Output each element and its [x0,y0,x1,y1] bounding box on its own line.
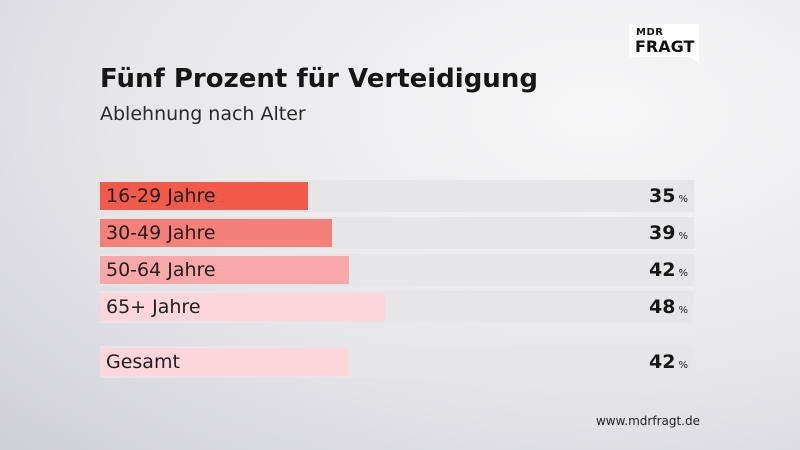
percent-sign: % [678,268,688,279]
source-url: www.mdrfragt.de [595,414,700,428]
bar-row: 16-29 Jahre 35% [100,180,694,212]
percent-sign: % [678,194,688,205]
value-number: 48 [649,296,676,318]
logo-line-1: MDR [636,27,664,38]
bar [100,348,350,376]
value-label: 42% [649,254,688,290]
bar-row: 30-49 Jahre 39% [100,217,694,249]
bar-chart: 16-29 Jahre 35% 30-49 Jahre 39% 50-64 Jahre 4… [100,180,694,380]
value-label: 42% [649,346,688,382]
category-label: 50-64 Jahre [106,259,216,281]
value-label: 39% [649,217,688,253]
value-number: 39 [649,222,676,244]
mdr-fragt-logo: MDR FRAGT [629,24,699,64]
bar-row: 50-64 Jahre 42% [100,254,694,286]
bar-row: Gesamt 42% [100,346,694,378]
bar [100,219,332,247]
category-label: 65+ Jahre [106,296,201,318]
category-label: 16-29 Jahre [106,185,216,207]
percent-sign: % [678,231,688,242]
logo-line-2: FRAGT [635,37,695,56]
category-label: Gesamt [106,351,180,373]
percent-sign: % [678,360,688,371]
bar [100,293,386,321]
bar [100,182,308,210]
bar-row: 65+ Jahre 48% [100,291,694,323]
bar [100,256,350,284]
value-label: 48% [649,291,688,327]
value-number: 35 [649,185,676,207]
value-label: 35% [649,180,688,216]
category-label: 30-49 Jahre [106,222,216,244]
chart-title: Fünf Prozent für Verteidigung [100,64,538,94]
chart-subtitle: Ablehnung nach Alter [100,103,306,125]
value-number: 42 [649,351,676,373]
percent-sign: % [678,305,688,316]
value-number: 42 [649,259,676,281]
